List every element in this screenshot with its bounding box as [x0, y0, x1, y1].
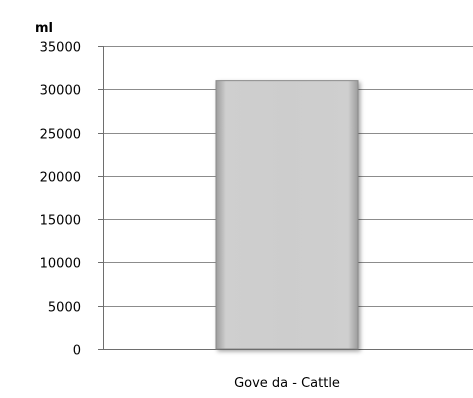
y-tick-label: 5000: [48, 301, 81, 316]
y-tick-label: 20000: [40, 171, 81, 186]
x-tick-label: Gove da - Cattle: [234, 376, 340, 391]
y-tick-label: 25000: [40, 128, 81, 143]
bars: [215, 80, 359, 350]
y-tick-label: 35000: [40, 41, 81, 56]
y-tick-label: 10000: [40, 257, 81, 272]
y-tick-labels: 0 5000 10000 15000 20000 25000 30000 35000: [40, 41, 103, 359]
y-tick-label: 0: [73, 344, 81, 359]
x-tick-labels: Gove da - Cattle: [234, 376, 340, 391]
y-axis-label: ml: [35, 21, 53, 36]
y-tick-label: 30000: [40, 84, 81, 99]
bar: [215, 80, 359, 350]
y-tick-label: 15000: [40, 214, 81, 229]
